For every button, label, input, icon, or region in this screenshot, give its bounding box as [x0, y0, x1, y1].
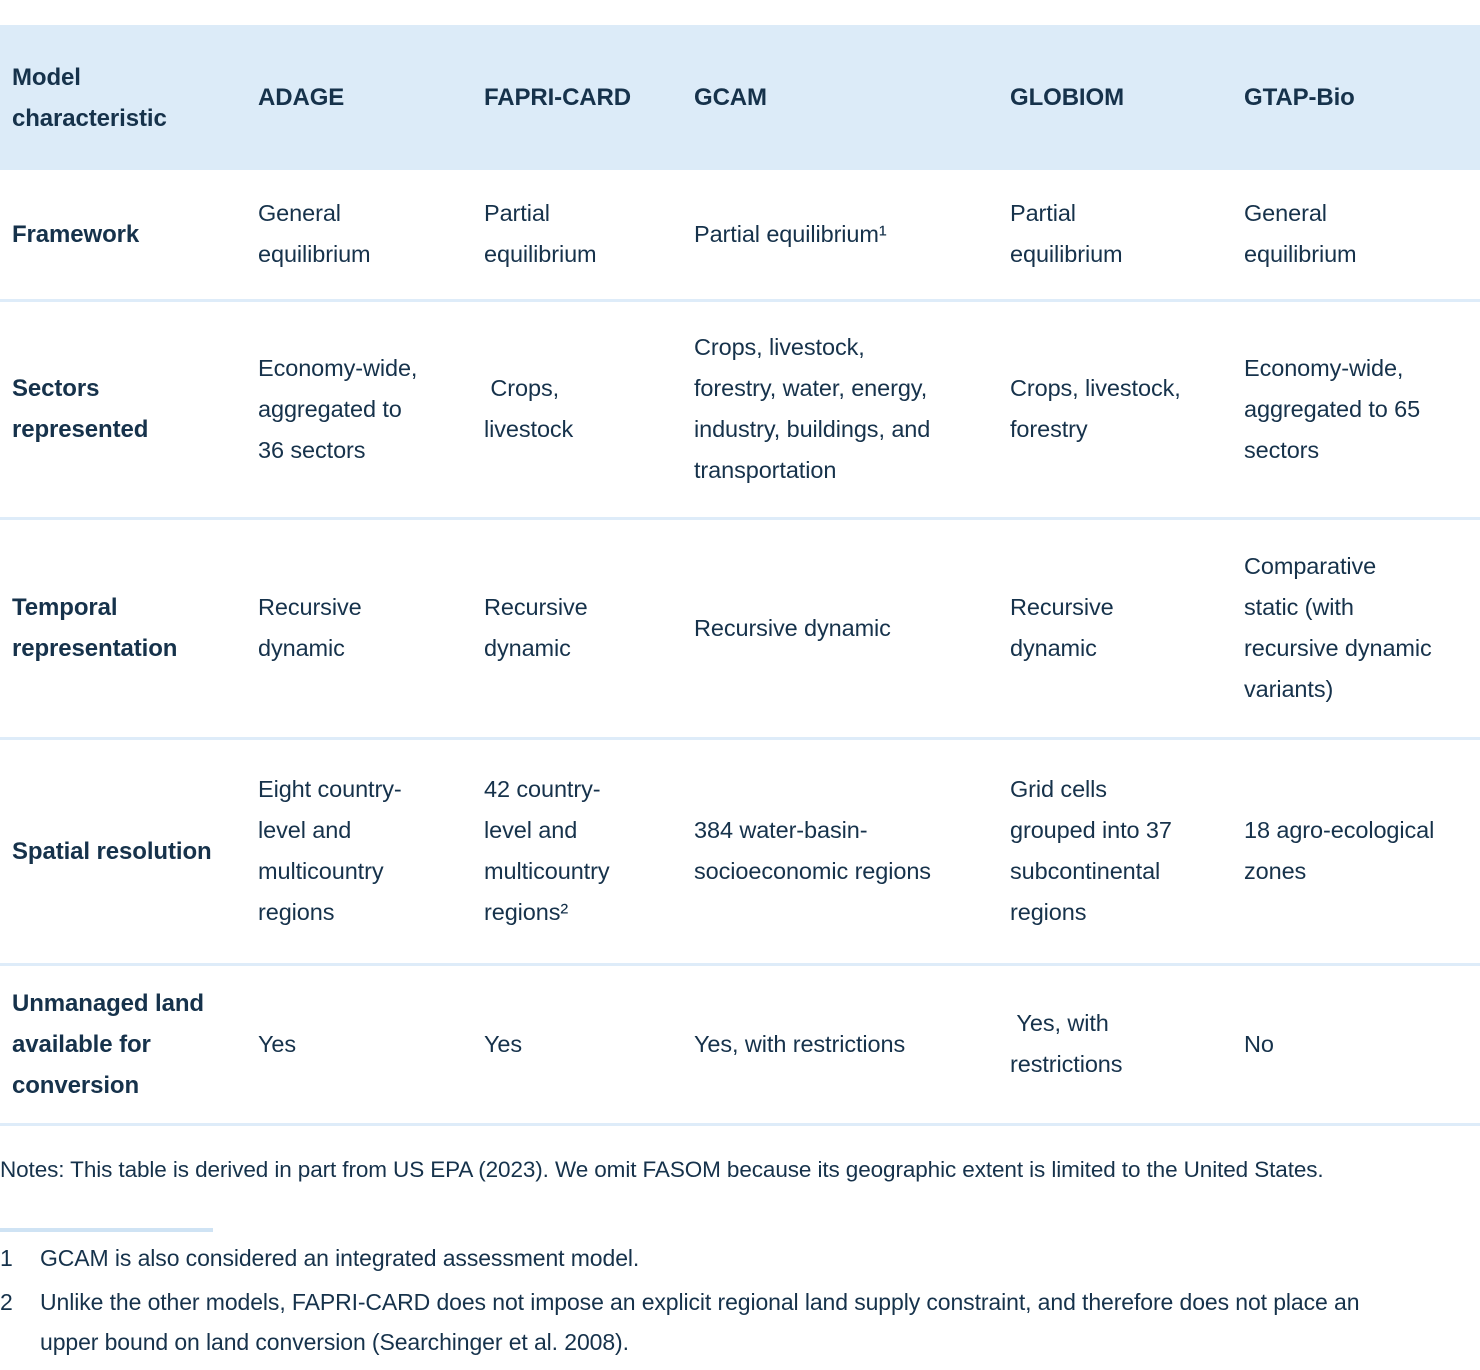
footnote-1: 1 GCAM is also considered an integrated … — [0, 1238, 1480, 1278]
cell-framework-fapri-card: Partial equilibrium — [484, 200, 597, 268]
cell-framework-globiom: Partial equilibrium — [1010, 200, 1123, 268]
row-label-temporal: Temporal representation — [0, 516, 248, 738]
model-comparison-table: Model characteristic ADAGE FAPRI-CARD GC… — [0, 25, 1480, 1126]
cell-sectors-globiom: Crops, livestock, forestry — [1000, 298, 1234, 518]
column-header-globiom: GLOBIOM — [1000, 25, 1234, 170]
cell-unmanaged-globiom: Yes, with restrictions — [1000, 962, 1234, 1126]
header-row: Model characteristic ADAGE FAPRI-CARD GC… — [0, 25, 1480, 170]
cell-unmanaged-fapri-card: Yes — [474, 962, 684, 1126]
table-row-temporal: Temporal representation Recursive dynami… — [0, 516, 1480, 738]
cell-sectors-adage: Economy-wide, aggregated to 36 sectors — [248, 298, 474, 518]
cell-spatial-fapri-card: 42 country- level and multicountry regio… — [474, 736, 684, 964]
table-notes: Notes: This table is derived in part fro… — [0, 1156, 1324, 1182]
cell-temporal-gcam: Recursive dynamic — [684, 516, 1000, 738]
footnote-marker: 2 — [0, 1288, 13, 1315]
cell-unmanaged-gcam: Yes, with restrictions — [684, 962, 1000, 1126]
footnote-2: 2 Unlike the other models, FAPRI-CARD do… — [0, 1282, 1480, 1362]
footnote-divider — [0, 1227, 213, 1232]
column-header-adage: ADAGE — [248, 25, 474, 170]
cell-framework-gtap-bio: General equilibrium — [1244, 200, 1357, 268]
cell-temporal-fapri-card: Recursive dynamic — [474, 516, 684, 738]
table-row-spatial: Spatial resolution Eight country- level … — [0, 736, 1480, 964]
column-header-gtap-bio: GTAP-Bio — [1234, 25, 1480, 170]
table-row-sectors: Sectors represented Economy-wide, aggreg… — [0, 298, 1480, 518]
table-row-unmanaged-land: Unmanaged land available for conversion … — [0, 962, 1480, 1126]
table-row-framework: Framework General equilibrium Partial eq… — [0, 170, 1480, 300]
cell-sectors-fapri-card: Crops, livestock — [474, 298, 684, 518]
footnotes: 1 GCAM is also considered an integrated … — [0, 1238, 1480, 1362]
cell-spatial-gcam: 384 water-basin- socioeconomic regions — [684, 736, 1000, 964]
cell-sectors-gcam: Crops, livestock, forestry, water, energ… — [684, 298, 1000, 518]
cell-framework-adage: General equilibrium — [258, 200, 371, 268]
cell-spatial-adage: Eight country- level and multicountry re… — [248, 736, 474, 964]
cell-spatial-globiom: Grid cells grouped into 37 subcontinenta… — [1000, 736, 1234, 964]
cell-temporal-globiom: Recursive dynamic — [1000, 516, 1234, 738]
cell-temporal-adage: Recursive dynamic — [248, 516, 474, 738]
column-header-fapri-card: FAPRI-CARD — [474, 25, 684, 170]
cell-unmanaged-gtap-bio: No — [1234, 962, 1480, 1126]
footnote-text: Unlike the other models, FAPRI-CARD does… — [40, 1288, 1360, 1355]
row-label-framework: Framework — [12, 220, 140, 248]
column-header-model-characteristic: Model characteristic — [0, 25, 248, 170]
footnote-text: GCAM is also considered an integrated as… — [40, 1244, 640, 1271]
cell-sectors-gtap-bio: Economy-wide, aggregated to 65 sectors — [1234, 298, 1480, 518]
cell-framework-gcam: Partial equilibrium¹ — [694, 220, 887, 247]
cell-unmanaged-adage: Yes — [248, 962, 474, 1126]
row-label-unmanaged-land: Unmanaged land available for conversion — [0, 962, 248, 1126]
column-header-gcam: GCAM — [684, 25, 1000, 170]
footnote-marker: 1 — [0, 1244, 13, 1271]
row-label-sectors: Sectors represented — [0, 298, 248, 518]
row-label-spatial: Spatial resolution — [0, 736, 248, 964]
cell-temporal-gtap-bio: Comparative static (with recursive dynam… — [1234, 516, 1480, 738]
cell-spatial-gtap-bio: 18 agro-ecological zones — [1234, 736, 1480, 964]
